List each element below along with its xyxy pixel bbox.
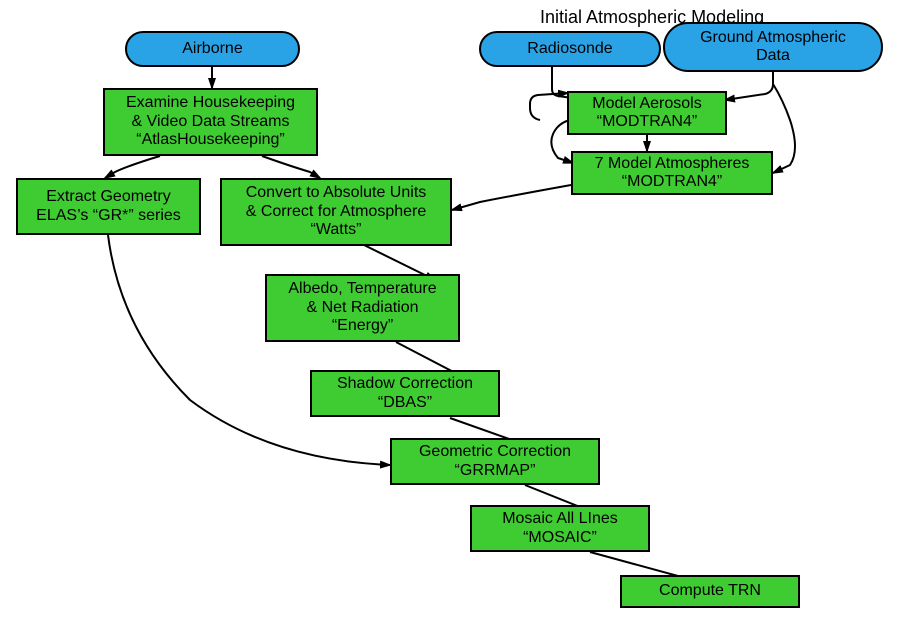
node-label: Compute TRN — [659, 582, 761, 600]
edge — [773, 84, 795, 173]
node-aerosols: Model Aerosols “MODTRAN4” — [567, 91, 727, 135]
edge — [452, 185, 571, 210]
node-energy: Albedo, Temperature & Net Radiation “Ene… — [265, 274, 460, 342]
edge — [725, 84, 773, 100]
node-convert: Convert to Absolute Units & Correct for … — [220, 178, 452, 246]
node-ground: Ground Atmospheric Data — [663, 22, 883, 72]
node-geometry: Extract Geometry ELAS’s “GR*” series — [16, 178, 201, 235]
node-trn: Compute TRN — [620, 575, 800, 608]
node-label: Airborne — [182, 40, 242, 58]
node-label: Geometric Correction “GRRMAP” — [419, 443, 571, 480]
edge — [530, 93, 568, 120]
node-label: Shadow Correction “DBAS” — [337, 375, 473, 412]
edge — [108, 235, 390, 465]
node-geocorr: Geometric Correction “GRRMAP” — [390, 438, 600, 485]
node-label: Albedo, Temperature & Net Radiation “Ene… — [288, 280, 436, 335]
node-atmospheres: 7 Model Atmospheres “MODTRAN4” — [571, 151, 773, 195]
edge — [105, 156, 160, 178]
node-mosaic: Mosaic All LInes “MOSAIC” — [470, 505, 650, 552]
node-label: 7 Model Atmospheres “MODTRAN4” — [595, 155, 750, 192]
node-label: Extract Geometry ELAS’s “GR*” series — [36, 188, 181, 225]
node-label: Mosaic All LInes “MOSAIC” — [502, 510, 618, 547]
node-label: Ground Atmospheric Data — [700, 29, 846, 66]
node-radiosonde: Radiosonde — [479, 31, 661, 67]
node-shadow: Shadow Correction “DBAS” — [310, 370, 500, 417]
edge — [262, 156, 320, 178]
node-label: Convert to Absolute Units & Correct for … — [246, 184, 427, 239]
flowchart-stage: Initial Atmospheric Modeling AirborneRad… — [0, 0, 901, 621]
node-label: Model Aerosols “MODTRAN4” — [592, 95, 701, 132]
node-housekeeping: Examine Housekeeping & Video Data Stream… — [103, 88, 318, 156]
node-label: Radiosonde — [527, 40, 612, 58]
node-airborne: Airborne — [125, 31, 300, 67]
node-label: Examine Housekeeping & Video Data Stream… — [126, 94, 295, 149]
